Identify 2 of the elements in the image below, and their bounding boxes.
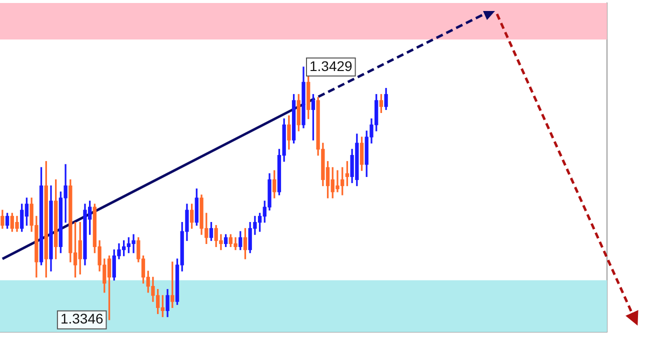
annotation: 1.3429 (310, 58, 353, 74)
annotation: 1.3346 (60, 310, 104, 327)
